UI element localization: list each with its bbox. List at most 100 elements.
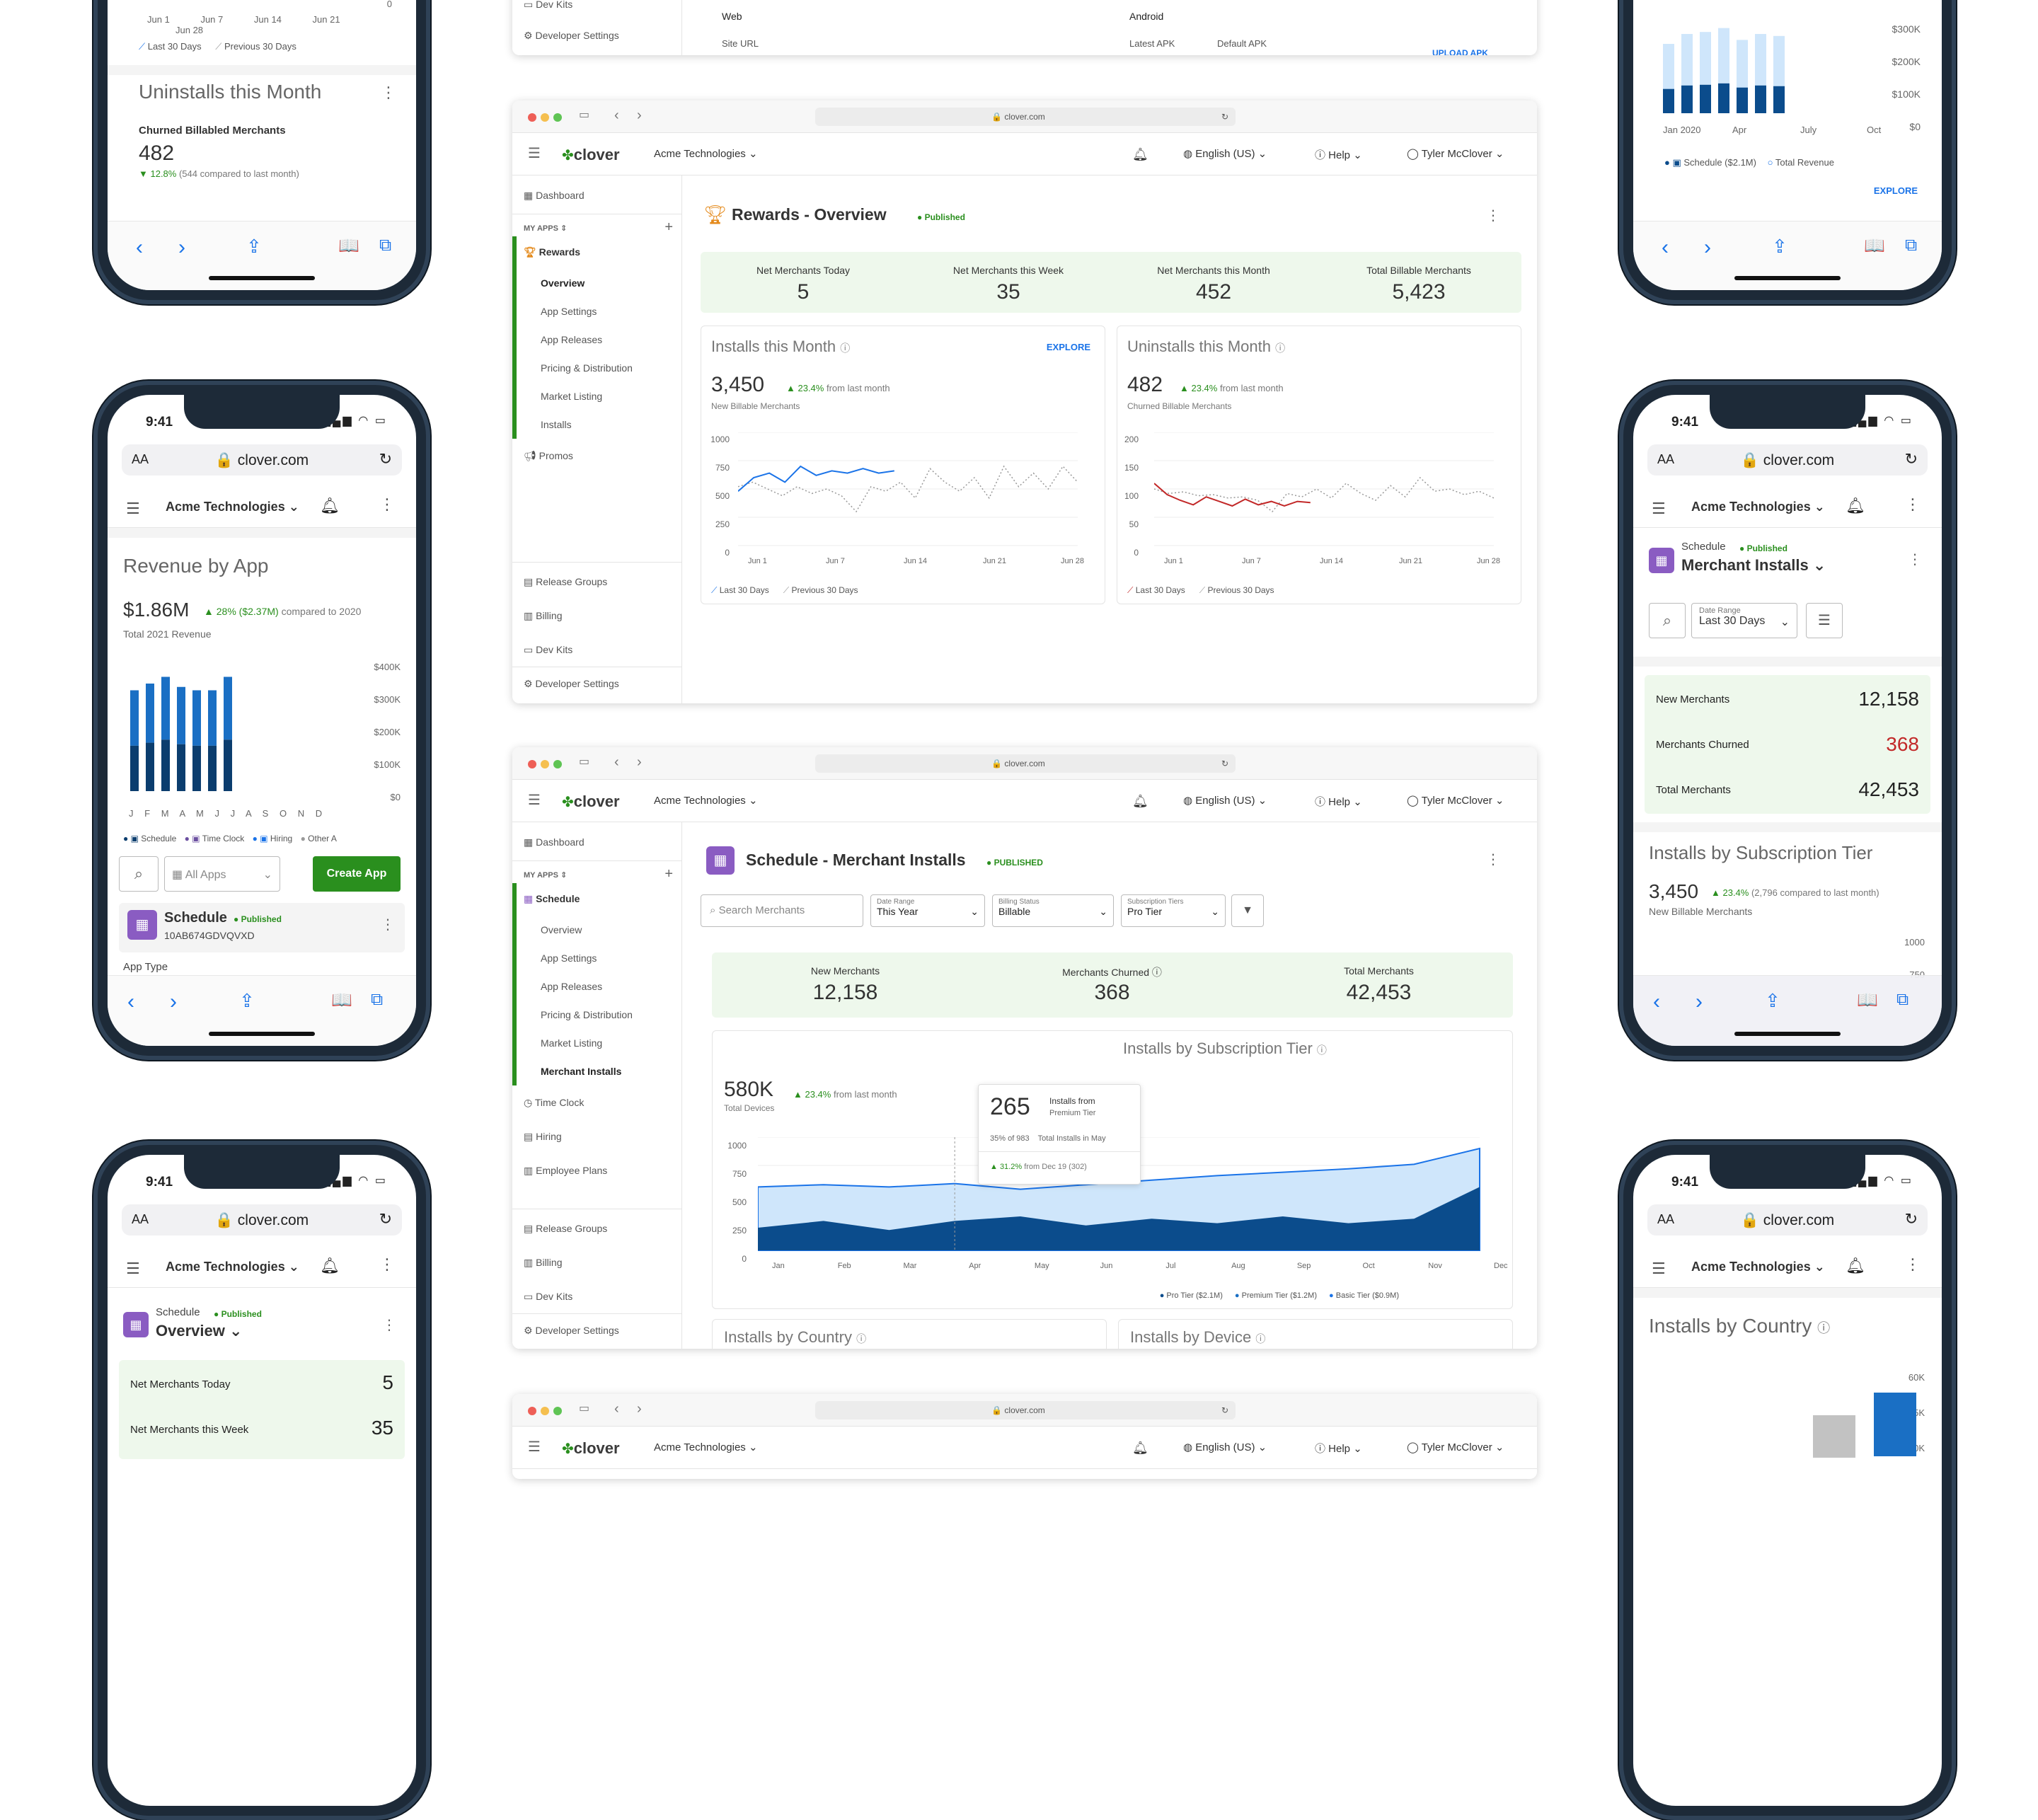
subscription-tier-select[interactable]: Subscription Tiers Pro Tier ⌄ [1121, 894, 1226, 927]
sidebar-item-billing[interactable]: ▥ Billing [524, 610, 563, 621]
filter-button[interactable]: ▼ [1231, 894, 1264, 927]
forward-icon[interactable]: › [1704, 236, 1711, 259]
share-icon[interactable]: ⇪ [1765, 990, 1780, 1011]
create-app-button[interactable]: Create App [313, 856, 401, 892]
tabs-icon[interactable]: ⧉ [1896, 990, 1909, 1009]
language-select[interactable]: ◍ English (US) ⌄ [1183, 795, 1267, 807]
sidebar-item-developer-settings[interactable]: ⚙ Developer Settings [524, 678, 619, 689]
more-icon[interactable]: ⋮ [1486, 852, 1500, 868]
more-icon[interactable]: ⋮ [381, 917, 395, 933]
sidebar-item-hiring[interactable]: ▤ Hiring [524, 1131, 562, 1142]
app-filter-select[interactable]: ▦ All Apps ⌄ [164, 856, 280, 892]
bell-icon[interactable]: 🔔︎ [1132, 794, 1148, 808]
hamburger-icon[interactable]: ☰ [528, 146, 541, 161]
back-icon[interactable]: ‹ [136, 236, 143, 259]
more-icon[interactable]: ⋮ [1486, 208, 1500, 224]
address-bar[interactable]: 🔒 clover.com ↻ [815, 1401, 1236, 1419]
clover-logo[interactable]: ✤clover [562, 793, 620, 810]
page-title[interactable]: Merchant Installs ⌄ [1681, 556, 1826, 574]
sidebar-item-schedule[interactable]: ▦ Schedule [524, 893, 580, 904]
bookmarks-icon[interactable]: 📖 [338, 236, 359, 255]
sidebar-item-dev-kits[interactable]: ▭ Dev Kits [524, 1291, 573, 1302]
url-bar[interactable]: AA 🔒 clover.com ↻ [1647, 444, 1928, 476]
sidebar-item-app-settings[interactable]: App Settings [541, 306, 597, 317]
sidebar-toggle-icon[interactable]: ▭ [579, 1403, 590, 1415]
sidebar-item-release-groups[interactable]: ▤ Release Groups [524, 1223, 608, 1234]
sidebar-item-market-listing[interactable]: Market Listing [541, 1037, 603, 1049]
more-icon[interactable]: ⋮ [379, 1255, 395, 1273]
language-select[interactable]: ◍ English (US) ⌄ [1183, 148, 1267, 160]
sidebar-item-dashboard[interactable]: ▦ Dashboard [524, 836, 585, 848]
org-switcher[interactable]: Acme Technologies ⌄ [654, 1441, 758, 1453]
search-input[interactable]: ⌕ Search Merchants [701, 894, 863, 927]
more-icon[interactable]: ⋮ [1908, 552, 1922, 568]
forward-icon[interactable]: › [170, 990, 177, 1013]
upload-apk-button[interactable]: UPLOAD APK [1432, 48, 1488, 55]
sidebar-toggle-icon[interactable]: ▭ [579, 109, 590, 121]
share-icon[interactable]: ⇪ [246, 236, 262, 257]
sidebar-item-promos[interactable]: 📢︎ Promos [524, 450, 573, 461]
url-bar[interactable]: AA 🔒 clover.com ↻ [122, 444, 402, 476]
hamburger-icon[interactable]: ☰ [528, 1439, 541, 1455]
bell-icon[interactable]: 🔔︎ [1846, 1257, 1865, 1274]
sidebar-item-overview[interactable]: Overview [541, 277, 585, 289]
more-icon[interactable]: ⋮ [382, 1318, 396, 1333]
more-icon[interactable]: ⋮ [381, 83, 396, 101]
tabs-icon[interactable]: ⧉ [379, 236, 392, 255]
back-icon[interactable]: ‹ [614, 754, 619, 770]
bell-icon[interactable]: 🔔︎ [1846, 497, 1865, 514]
help-menu[interactable]: ⓘ Help ⌄ [1315, 1443, 1362, 1455]
hamburger-icon[interactable]: ☰ [126, 1260, 140, 1277]
user-menu[interactable]: ◯ Tyler McClover ⌄ [1407, 1441, 1504, 1453]
more-icon[interactable]: ⋮ [1905, 495, 1921, 513]
forward-icon[interactable]: › [637, 754, 642, 770]
app-card[interactable]: ▦ Schedule ● Published 10AB674GDVQVXD ⋮ [119, 903, 405, 952]
hamburger-icon[interactable]: ☰ [1652, 500, 1666, 517]
sidebar-item-market-listing[interactable]: Market Listing [541, 391, 603, 402]
clover-logo[interactable]: ✤clover [562, 1439, 620, 1457]
reload-icon[interactable]: ↻ [379, 1210, 392, 1228]
sidebar-item-pricing[interactable]: Pricing & Distribution [541, 362, 633, 374]
forward-icon[interactable]: › [637, 108, 642, 123]
url-bar[interactable]: AA 🔒 clover.com ↻ [122, 1204, 402, 1236]
explore-link[interactable]: EXPLORE [1046, 342, 1090, 352]
forward-icon[interactable]: › [637, 1401, 642, 1417]
address-bar[interactable]: 🔒 clover.com ↻ [815, 754, 1236, 773]
date-range-select[interactable]: Date Range Last 30 Days ⌄ [1691, 603, 1797, 638]
my-apps-label[interactable]: MY APPS ⇕ [524, 224, 568, 233]
hamburger-icon[interactable]: ☰ [126, 500, 140, 517]
org-switcher[interactable]: Acme Technologies ⌄ [1691, 1260, 1825, 1274]
org-switcher[interactable]: Acme Technologies ⌄ [166, 500, 299, 514]
search-button[interactable]: ⌕ [1649, 603, 1686, 638]
share-icon[interactable]: ⇪ [239, 990, 255, 1011]
user-menu[interactable]: ◯ Tyler McClover ⌄ [1407, 795, 1504, 807]
sidebar-item-app-settings[interactable]: App Settings [541, 952, 597, 964]
address-bar[interactable]: 🔒 clover.com ↻ [815, 108, 1236, 126]
sidebar-item-pricing[interactable]: Pricing & Distribution [541, 1009, 633, 1020]
help-menu[interactable]: ⓘ Help ⌄ [1315, 796, 1362, 808]
org-switcher[interactable]: Acme Technologies ⌄ [654, 795, 758, 807]
org-switcher[interactable]: Acme Technologies ⌄ [166, 1260, 299, 1274]
back-icon[interactable]: ‹ [614, 1401, 619, 1417]
filter-button[interactable]: ☰ [1806, 603, 1843, 638]
sidebar-item-employee-plans[interactable]: ▥ Employee Plans [524, 1165, 608, 1176]
sidebar-item-billing[interactable]: ▥ Billing [524, 1257, 563, 1268]
bell-icon[interactable]: 🔔︎ [1132, 147, 1148, 161]
forward-icon[interactable]: › [178, 236, 185, 259]
org-switcher[interactable]: Acme Technologies ⌄ [1691, 500, 1825, 514]
sidebar-item-installs[interactable]: Installs [541, 419, 572, 430]
sidebar-item-dashboard[interactable]: ▦ Dashboard [524, 190, 585, 201]
search-button[interactable]: ⌕ [119, 856, 159, 892]
sidebar-item-merchant-installs[interactable]: Merchant Installs [541, 1066, 622, 1077]
forward-icon[interactable]: › [1696, 990, 1703, 1013]
org-switcher[interactable]: Acme Technologies ⌄ [654, 148, 758, 160]
share-icon[interactable]: ⇪ [1772, 236, 1787, 257]
language-select[interactable]: ◍ English (US) ⌄ [1183, 1441, 1267, 1453]
bell-icon[interactable]: 🔔︎ [1132, 1441, 1148, 1455]
reload-icon[interactable]: ↻ [1904, 450, 1918, 468]
back-icon[interactable]: ‹ [127, 990, 134, 1013]
back-icon[interactable]: ‹ [614, 108, 619, 123]
sidebar-item-time-clock[interactable]: ◷ Time Clock [524, 1097, 585, 1108]
date-range-select[interactable]: Date Range This Year ⌄ [870, 894, 985, 927]
sidebar-item-dev-kits[interactable]: ▭ Dev Kits [524, 644, 573, 655]
